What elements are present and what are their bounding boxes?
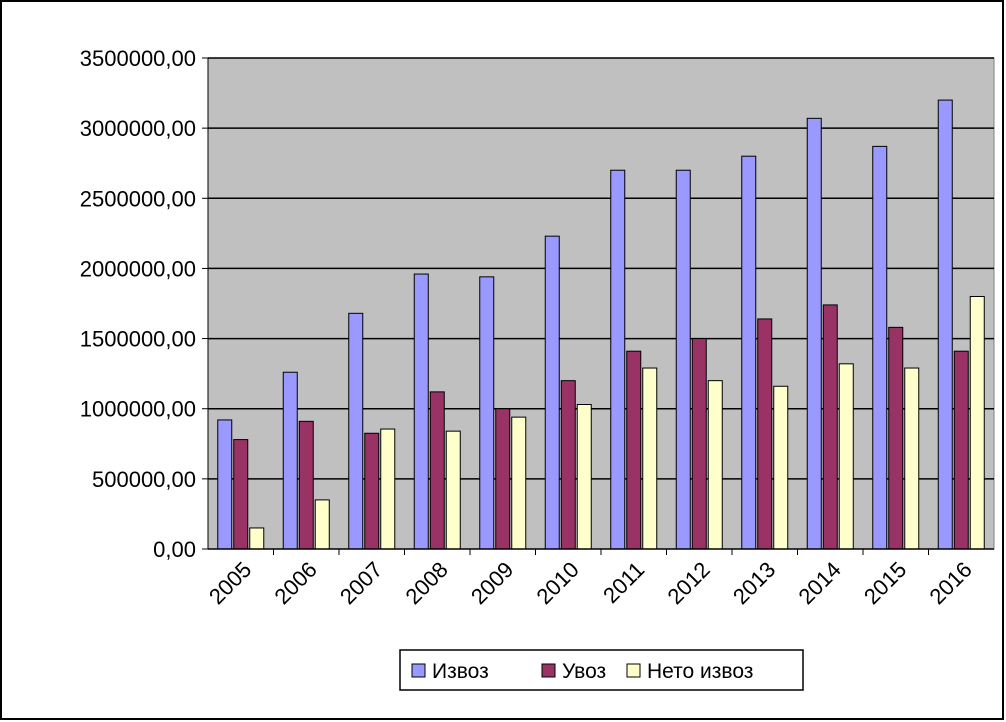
bar — [429, 391, 445, 550]
bar — [806, 117, 822, 550]
bar — [364, 432, 380, 550]
bar — [249, 527, 265, 550]
bars — [217, 99, 985, 550]
gridlines — [208, 57, 994, 480]
bar — [773, 385, 789, 550]
bar — [576, 404, 592, 550]
bar — [560, 380, 576, 550]
y-tick-label: 3500000,00 — [80, 46, 196, 71]
bar — [298, 420, 314, 550]
bar — [217, 419, 233, 550]
legend-box — [399, 649, 804, 691]
bar — [413, 273, 429, 550]
bar — [544, 235, 560, 550]
y-tick-label: 500000,00 — [92, 467, 196, 492]
bar — [233, 439, 249, 550]
bar — [872, 145, 888, 550]
bar — [707, 380, 723, 550]
legend: Извоз Увоз Нето извоз — [399, 649, 804, 691]
legend-label-uvoz: Увоз — [562, 660, 606, 683]
bar — [953, 350, 969, 550]
bar — [511, 416, 527, 550]
bar — [282, 371, 298, 550]
bar — [348, 312, 364, 550]
y-tick-label: 1500000,00 — [80, 327, 196, 352]
bar — [610, 169, 626, 550]
y-tick-label: 3000000,00 — [80, 116, 196, 141]
bar — [741, 155, 757, 550]
bar — [479, 276, 495, 550]
y-tick-label: 1000000,00 — [80, 397, 196, 422]
bar — [757, 318, 773, 550]
bar — [495, 408, 511, 550]
legend-swatch-neto-izvoz — [626, 663, 641, 678]
plot-area — [207, 57, 995, 550]
legend-label-neto-izvoz: Нето извоз — [647, 660, 753, 683]
y-tick-label: 2000000,00 — [80, 256, 196, 281]
bar — [969, 295, 985, 550]
bar — [675, 169, 691, 550]
bar — [691, 338, 707, 550]
y-axis-ticks: 0,00 500000,00 1000000,00 1500000,00 2000000… — [80, 46, 208, 562]
y-tick-label: 2500000,00 — [80, 186, 196, 211]
bar — [380, 428, 396, 550]
bar — [445, 430, 461, 550]
bar — [642, 367, 658, 550]
bar — [888, 326, 904, 550]
bar — [838, 363, 854, 550]
legend-label-izvoz: Извоз — [432, 660, 489, 683]
bar — [626, 350, 642, 550]
bar — [822, 304, 838, 550]
bar — [314, 499, 330, 550]
bar — [904, 367, 920, 550]
legend-swatch-uvoz — [541, 663, 556, 678]
legend-swatch-izvoz — [411, 663, 426, 678]
bar — [937, 99, 953, 550]
y-tick-label: 0,00 — [153, 537, 196, 562]
